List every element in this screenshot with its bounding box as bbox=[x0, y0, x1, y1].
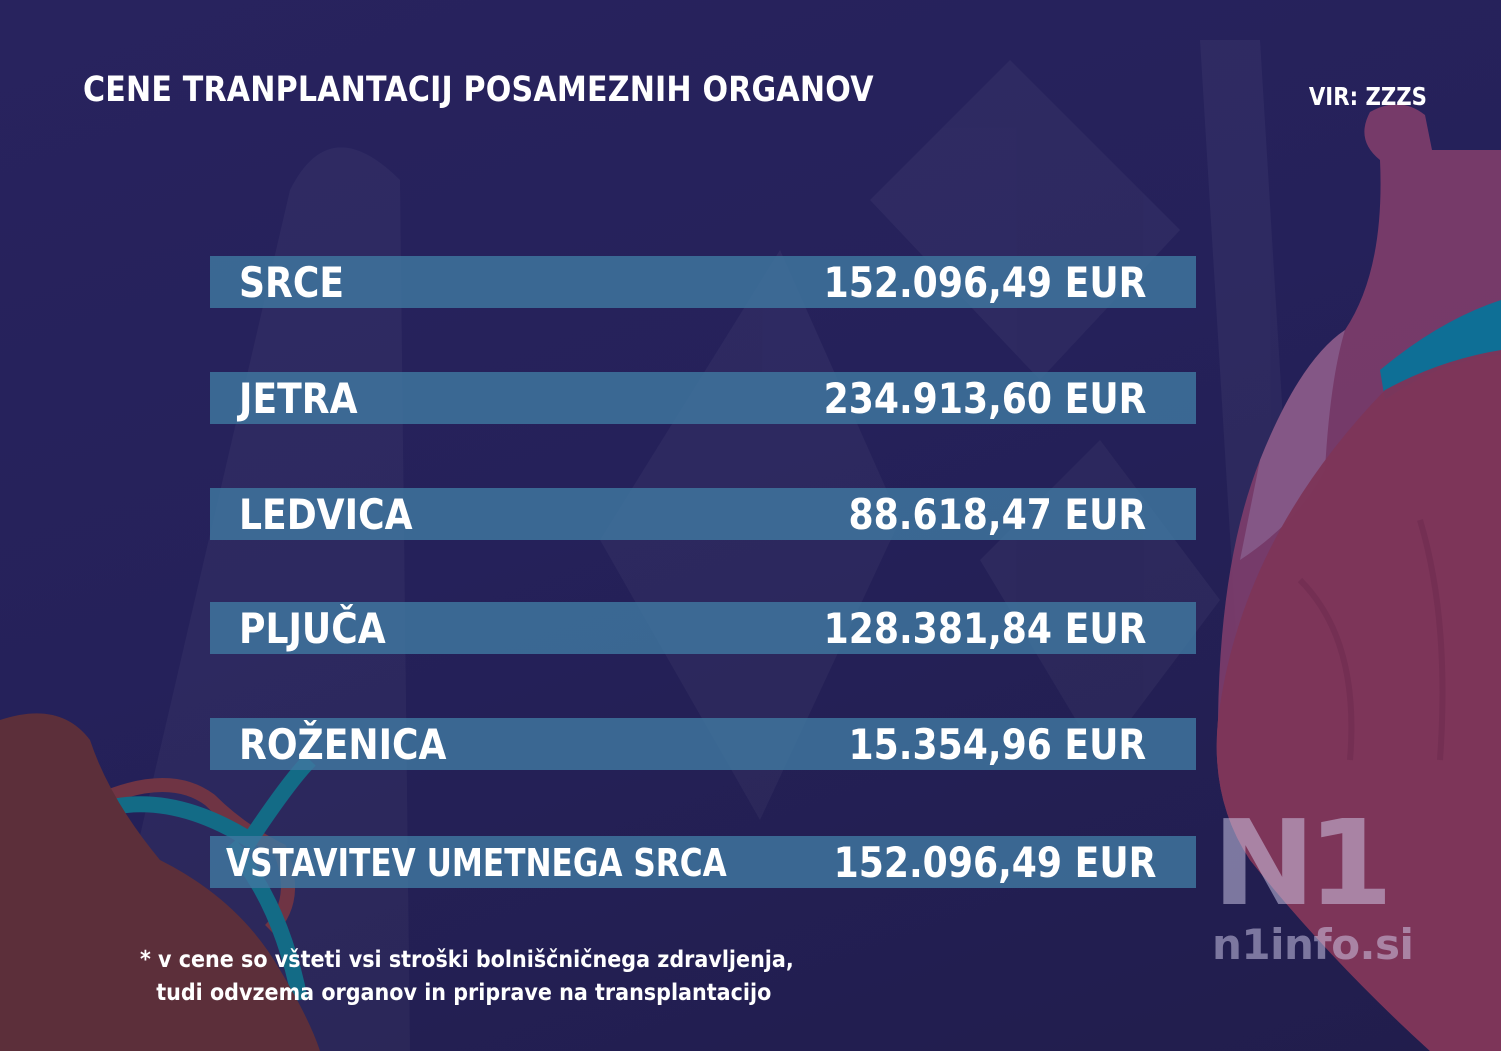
page-title: CENE TRANPLANTACIJ POSAMEZNIH ORGANOV bbox=[83, 70, 874, 110]
n1-logo: N1 n1info.si bbox=[1212, 804, 1414, 969]
price-row-jetra: JETRA 234.913,60 EUR bbox=[210, 372, 1196, 424]
organ-label: PLJUČA bbox=[239, 604, 386, 653]
price-value: 152.096,49 EUR bbox=[833, 838, 1156, 887]
price-value: 128.381,84 EUR bbox=[823, 604, 1146, 653]
price-row-umetno-srce: VSTAVITEV UMETNEGA SRCA 152.096,49 EUR bbox=[210, 836, 1196, 888]
price-value: 15.354,96 EUR bbox=[848, 720, 1146, 769]
organ-label: JETRA bbox=[239, 374, 358, 423]
organ-label: SRCE bbox=[239, 258, 345, 307]
price-value: 88.618,47 EUR bbox=[848, 490, 1146, 539]
source-label: VIR: ZZZS bbox=[1308, 82, 1427, 111]
price-value: 152.096,49 EUR bbox=[823, 258, 1146, 307]
footnote-line-2: tudi odvzema organov in priprave na tran… bbox=[156, 980, 772, 1006]
n1-site-label: n1info.si bbox=[1212, 920, 1414, 969]
price-row-srce: SRCE 152.096,49 EUR bbox=[210, 256, 1196, 308]
price-row-rozenica: ROŽENICA 15.354,96 EUR bbox=[210, 718, 1196, 770]
price-row-ledvica: LEDVICA 88.618,47 EUR bbox=[210, 488, 1196, 540]
heart-icon bbox=[1216, 104, 1501, 1051]
n1-logo-mark: N1 bbox=[1212, 794, 1394, 932]
organ-label: LEDVICA bbox=[239, 490, 413, 539]
footnote: * v cene so všteti vsi stroški bolniščni… bbox=[140, 944, 794, 1010]
footnote-line-1: * v cene so všteti vsi stroški bolniščni… bbox=[140, 947, 794, 973]
organ-label: VSTAVITEV UMETNEGA SRCA bbox=[226, 841, 727, 885]
price-value: 234.913,60 EUR bbox=[823, 374, 1146, 423]
organ-label: ROŽENICA bbox=[239, 720, 447, 769]
price-row-pljuca: PLJUČA 128.381,84 EUR bbox=[210, 602, 1196, 654]
